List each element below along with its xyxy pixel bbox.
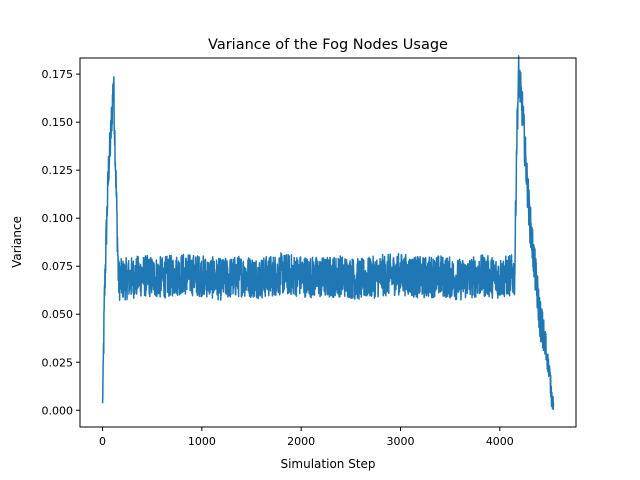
plot-area-frame xyxy=(79,57,577,428)
x-tick-label: 1000 xyxy=(188,435,216,448)
x-axis-label: Simulation Step xyxy=(280,457,375,471)
y-tick-label: 0.050 xyxy=(42,308,74,321)
y-tick-label: 0.100 xyxy=(42,212,74,225)
x-tick-label: 0 xyxy=(99,435,106,448)
y-tick-label: 0.025 xyxy=(42,356,74,369)
y-tick-label: 0.175 xyxy=(42,68,74,81)
x-axis: 0 1000 2000 3000 4000 xyxy=(99,427,514,448)
plot-series xyxy=(101,55,555,411)
x-tick-label: 4000 xyxy=(486,435,514,448)
y-axis: 0.000 0.025 0.050 0.075 0.100 0.125 0.150 0.175 xyxy=(42,68,80,417)
chart-title: Variance of the Fog Nodes Usage xyxy=(208,37,448,53)
x-tick-label: 2000 xyxy=(287,435,315,448)
y-tick-label: 0.150 xyxy=(42,116,74,129)
y-tick-label: 0.000 xyxy=(42,404,74,417)
y-tick-label: 0.075 xyxy=(42,260,74,273)
y-axis-label: Variance xyxy=(10,216,24,268)
y-tick-label: 0.125 xyxy=(42,164,74,177)
series-line xyxy=(101,55,555,411)
x-tick-label: 3000 xyxy=(387,435,415,448)
